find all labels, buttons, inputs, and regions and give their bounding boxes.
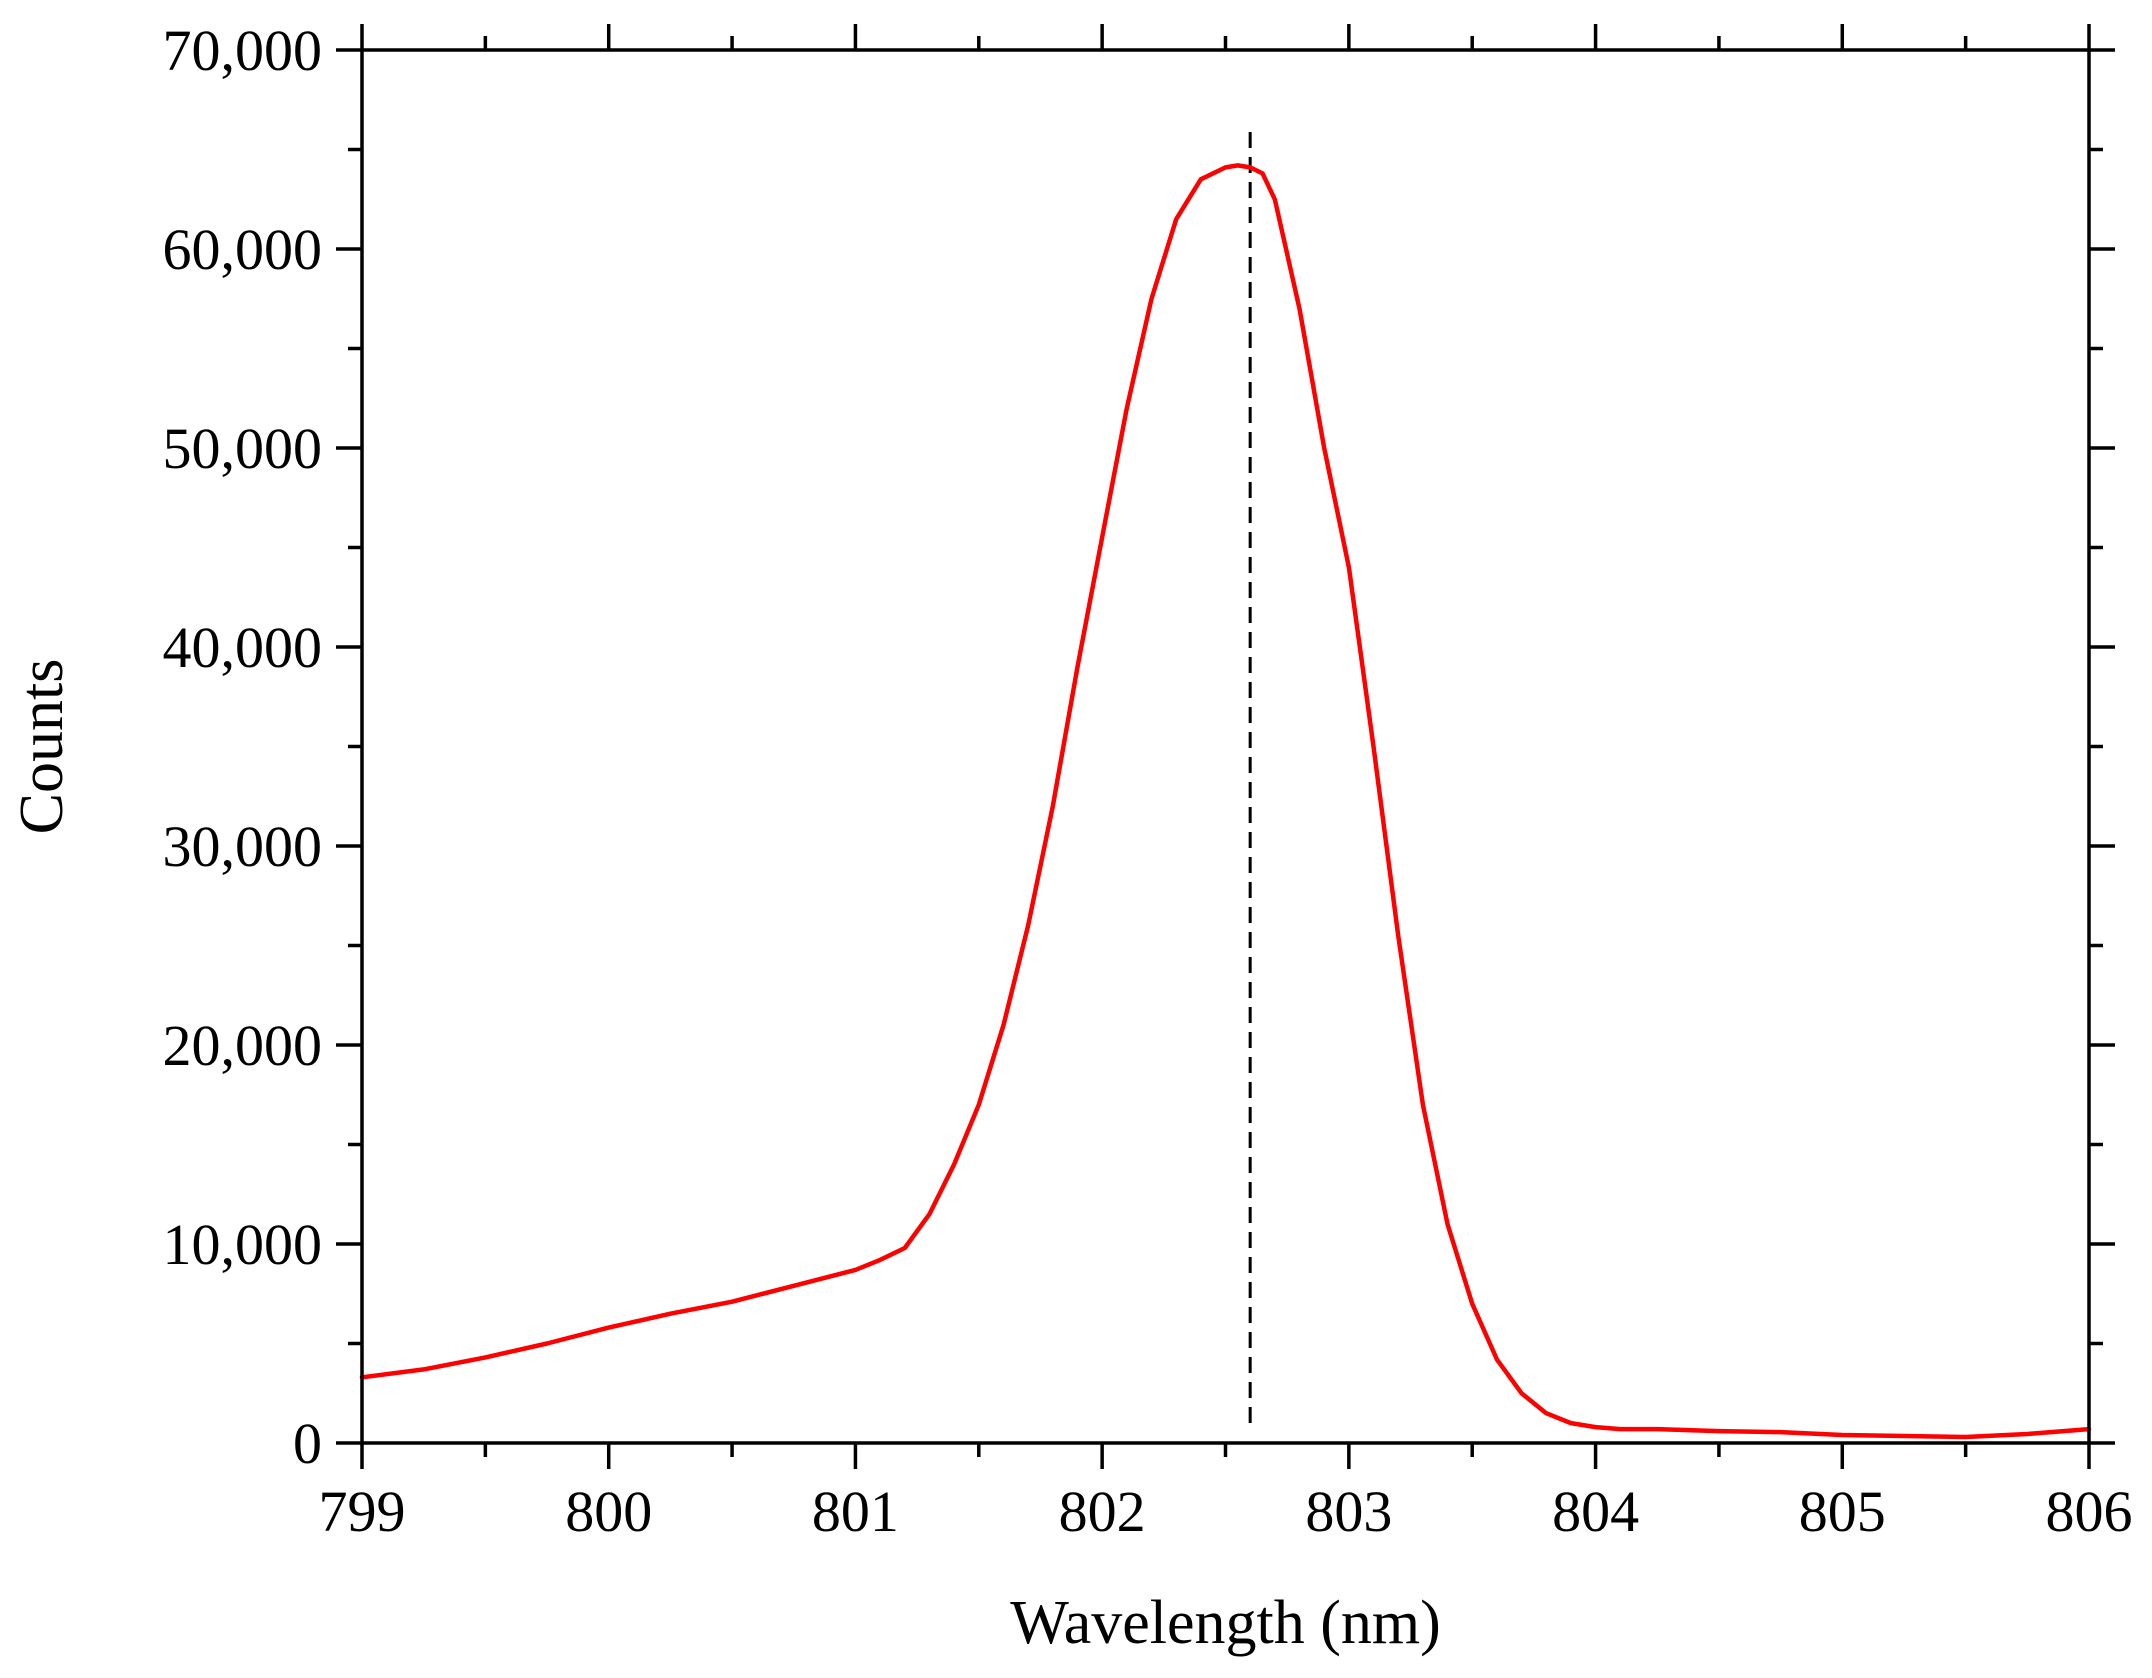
x-tick-label: 806 (2046, 1479, 2133, 1544)
y-tick-label: 0 (293, 1411, 322, 1476)
x-tick-label: 799 (319, 1479, 406, 1544)
x-tick-label: 801 (812, 1479, 899, 1544)
y-tick-label: 30,000 (163, 814, 323, 879)
y-axis-title: Counts (8, 659, 76, 835)
x-tick-label: 804 (1552, 1479, 1639, 1544)
plot-frame (360, 48, 2091, 1445)
x-tick-label: 800 (565, 1479, 652, 1544)
y-tick-label: 20,000 (163, 1013, 323, 1078)
axis-ticks (336, 24, 2115, 1469)
x-tick-label: 803 (1305, 1479, 1392, 1544)
y-tick-label: 70,000 (163, 18, 323, 83)
y-tick-label: 10,000 (163, 1212, 323, 1277)
x-axis-title: Wavelength (nm) (1010, 1589, 1441, 1657)
y-tick-label: 60,000 (163, 217, 323, 282)
x-tick-label: 805 (1799, 1479, 1886, 1544)
axis-tick-labels: 799 800 801 802 803 804 805 806 0 10,000 20,000 30,… (163, 18, 2133, 1544)
series-line (359, 163, 2092, 1440)
y-tick-label: 50,000 (163, 416, 323, 481)
x-tick-label: 802 (1059, 1479, 1146, 1544)
y-tick-label: 40,000 (163, 615, 323, 680)
